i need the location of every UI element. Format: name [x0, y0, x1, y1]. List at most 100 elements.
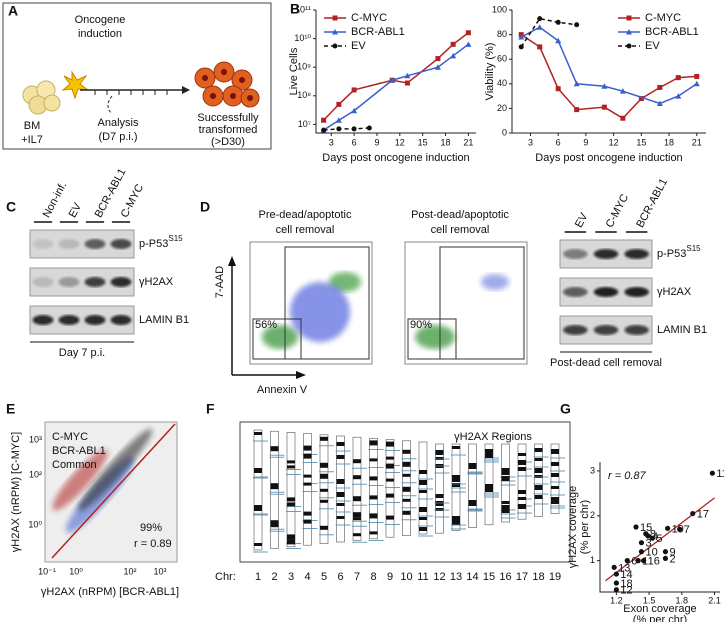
x-tick-label: 10⁻¹	[38, 566, 56, 576]
point	[690, 510, 696, 517]
marker	[536, 24, 543, 30]
band	[386, 515, 394, 520]
marker	[693, 80, 700, 87]
marker	[619, 88, 626, 94]
gate	[407, 318, 457, 360]
chromosome	[303, 433, 312, 546]
point	[643, 531, 649, 537]
band	[563, 249, 588, 259]
density	[329, 272, 361, 292]
band	[336, 479, 345, 484]
band	[419, 480, 427, 485]
chr-label: 8	[370, 571, 376, 583]
point-label: 15	[640, 522, 652, 534]
chr-label: 17	[516, 571, 528, 583]
band	[419, 490, 427, 493]
flow-title: Pre-dead/apoptotic	[259, 209, 352, 221]
chromosome	[385, 439, 395, 538]
legend-marker	[626, 15, 632, 21]
band	[303, 482, 312, 486]
marker	[465, 30, 471, 36]
chr-label: 3	[288, 571, 294, 583]
x-tick-label: 2.1	[708, 595, 721, 605]
marker	[389, 77, 396, 83]
marker	[336, 101, 342, 107]
flow-arrows	[231, 262, 300, 376]
y-axis-title: γH2AX coverage	[567, 486, 579, 569]
point-label: 13	[618, 562, 630, 574]
marker	[518, 34, 525, 40]
chromosome	[352, 436, 362, 541]
band	[501, 468, 510, 472]
band	[435, 450, 444, 455]
y-tick-label: 10⁰	[28, 519, 42, 529]
band	[501, 505, 510, 510]
band	[435, 457, 444, 460]
chromosome	[253, 429, 263, 551]
chr-label: 5	[321, 571, 327, 583]
x-tick-label: 9	[583, 137, 588, 147]
band	[336, 455, 345, 459]
point-label: 10	[645, 547, 657, 559]
band	[485, 484, 493, 487]
band	[534, 475, 543, 478]
fit-line	[605, 497, 715, 582]
marker	[321, 117, 327, 123]
band	[58, 277, 80, 287]
band	[534, 468, 543, 473]
marker	[537, 44, 543, 50]
marker	[351, 87, 357, 93]
band	[419, 470, 427, 474]
series-line	[323, 43, 469, 131]
row-label: γH2AX	[139, 276, 174, 288]
chromosome	[336, 435, 345, 543]
marker	[537, 16, 543, 22]
band	[386, 463, 394, 469]
chromosome	[270, 430, 279, 549]
band	[353, 459, 361, 464]
marker	[656, 100, 663, 106]
x-tick-label: 18	[441, 137, 451, 147]
gate-label: 56%	[255, 319, 277, 331]
y-axis-title: Live Cells	[288, 47, 300, 95]
point	[677, 526, 683, 532]
r-label: r = 0.87	[608, 470, 646, 482]
induction-label: induction	[78, 28, 122, 40]
marker	[404, 72, 411, 79]
band	[369, 513, 378, 519]
y-tick-label: 40	[497, 78, 507, 88]
start-label: BM	[24, 120, 41, 132]
row-label-main: γH2AX	[139, 276, 174, 288]
density	[481, 274, 509, 290]
y-tick-label: 10¹¹	[295, 4, 311, 14]
point	[641, 558, 647, 564]
band	[435, 508, 444, 511]
y-tick-label: 2	[590, 510, 595, 520]
band	[320, 462, 328, 468]
x-tick-label: 6	[556, 137, 561, 147]
x-tick-label: 15	[418, 137, 428, 147]
band	[353, 512, 361, 518]
legend-label: C-MYC	[52, 431, 88, 443]
series-line	[323, 127, 370, 131]
band	[58, 315, 80, 325]
band	[287, 497, 295, 502]
band	[303, 511, 312, 516]
band	[402, 449, 411, 454]
end-label: (>D30)	[211, 136, 245, 148]
row-label-main: p-P53	[657, 248, 686, 260]
row-label: p-P53S15	[657, 244, 701, 260]
marker	[657, 84, 663, 90]
marker	[555, 37, 562, 44]
x-axis-title: Exon coverage	[623, 603, 696, 615]
legend-label: EV	[645, 40, 660, 52]
marker	[336, 126, 342, 132]
band	[303, 445, 312, 451]
gate	[439, 246, 525, 360]
panel-letter: F	[206, 401, 215, 417]
band	[353, 517, 361, 521]
density	[415, 325, 455, 349]
marker	[555, 19, 561, 25]
marker	[574, 22, 580, 28]
axis	[599, 462, 720, 593]
